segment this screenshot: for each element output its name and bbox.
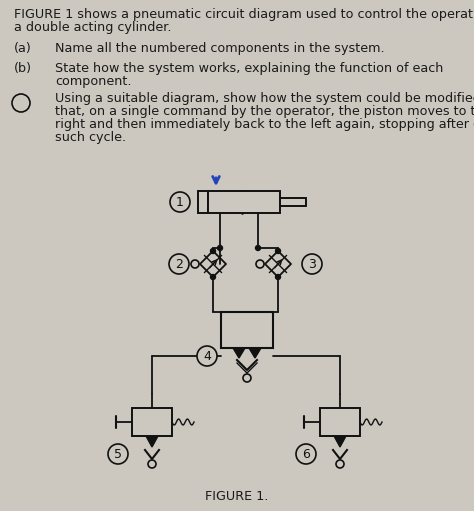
Bar — [198, 191, 208, 213]
Text: (a): (a) — [14, 42, 32, 55]
Text: c: c — [18, 97, 25, 109]
Bar — [208, 191, 280, 213]
Circle shape — [302, 254, 322, 274]
Polygon shape — [334, 436, 346, 447]
Polygon shape — [233, 348, 245, 358]
Text: that, on a single command by the operator, the piston moves to the: that, on a single command by the operato… — [55, 105, 474, 118]
Text: such cycle.: such cycle. — [55, 131, 126, 144]
Circle shape — [256, 260, 264, 268]
Circle shape — [148, 460, 156, 468]
Text: Name all the numbered components in the system.: Name all the numbered components in the … — [55, 42, 384, 55]
Circle shape — [296, 444, 316, 464]
Circle shape — [169, 254, 189, 274]
Text: right and then immediately back to the left again, stopping after one: right and then immediately back to the l… — [55, 118, 474, 131]
Circle shape — [275, 274, 281, 280]
Bar — [221, 312, 273, 348]
Text: component.: component. — [55, 75, 131, 88]
Circle shape — [255, 245, 261, 250]
Circle shape — [218, 245, 222, 250]
Circle shape — [170, 192, 190, 212]
Circle shape — [191, 260, 199, 268]
Circle shape — [275, 248, 281, 253]
Polygon shape — [249, 348, 261, 358]
Circle shape — [243, 374, 251, 382]
Circle shape — [197, 346, 217, 366]
Bar — [132, 408, 172, 436]
Text: Using a suitable diagram, show how the system could be modified so: Using a suitable diagram, show how the s… — [55, 92, 474, 105]
Text: 3: 3 — [308, 258, 316, 270]
Text: 4: 4 — [203, 350, 211, 362]
Text: a double acting cylinder.: a double acting cylinder. — [14, 21, 172, 34]
Bar — [320, 408, 360, 436]
Text: FIGURE 1 shows a pneumatic circuit diagram used to control the operation of: FIGURE 1 shows a pneumatic circuit diagr… — [14, 8, 474, 21]
Circle shape — [108, 444, 128, 464]
Text: FIGURE 1.: FIGURE 1. — [205, 490, 269, 502]
Text: 5: 5 — [114, 448, 122, 460]
Text: 1: 1 — [176, 196, 184, 208]
Polygon shape — [146, 436, 158, 447]
Text: (b): (b) — [14, 62, 32, 75]
Text: 2: 2 — [175, 258, 183, 270]
Circle shape — [210, 248, 216, 253]
Text: State how the system works, explaining the function of each: State how the system works, explaining t… — [55, 62, 443, 75]
Circle shape — [12, 94, 30, 112]
Circle shape — [210, 274, 216, 280]
Text: 6: 6 — [302, 448, 310, 460]
Circle shape — [336, 460, 344, 468]
